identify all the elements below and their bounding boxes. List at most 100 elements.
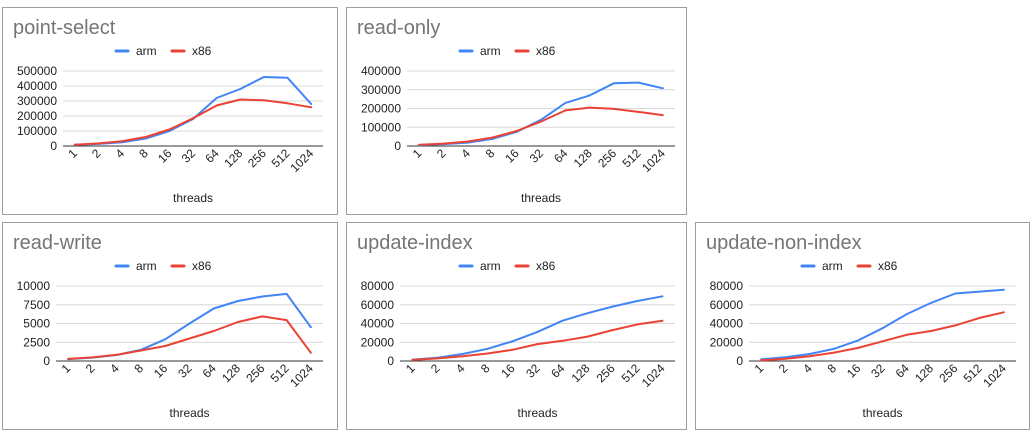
data-point-arm: [954, 292, 957, 295]
data-point-x86: [905, 333, 908, 336]
data-point-x86: [73, 143, 76, 146]
series-line-arm: [68, 292, 312, 361]
series-line-x86: [412, 319, 663, 361]
chart-title: update-index: [357, 232, 473, 254]
y-tick-label: 5000: [23, 317, 50, 331]
series-line-x86: [761, 311, 1005, 362]
series-line-arm: [419, 81, 664, 147]
data-point-arm: [164, 338, 167, 341]
data-point-x86: [309, 351, 312, 354]
legend-label-x86: x86: [536, 44, 556, 58]
chart-panel-update-index: update-index arm x86 0 20000 40000 60000 80000 1…: [346, 222, 687, 430]
x-tick-label: 4: [458, 146, 473, 161]
data-point-arm: [564, 101, 567, 104]
x-tick-label: 1024: [639, 146, 668, 175]
data-point-arm: [808, 352, 811, 355]
y-tick-label: 80000: [361, 279, 395, 293]
y-tick-label: 300000: [361, 83, 401, 97]
data-point-x86: [586, 335, 589, 338]
data-point-x86: [561, 339, 564, 342]
data-point-x86: [192, 117, 194, 120]
chart-svg: read-write arm x86 0 2500 5000 7500 10000 1 2 4 8 16…: [13, 232, 323, 420]
data-point-x86: [978, 316, 981, 319]
x-tick-label: 64: [893, 361, 913, 381]
y-tick-label: 300000: [17, 94, 57, 108]
x-axis-label: threads: [517, 406, 557, 420]
data-point-x86: [808, 355, 811, 358]
x-tick-label: 256: [594, 361, 618, 385]
x-tick-label: 1024: [639, 361, 668, 390]
x-tick-label: 64: [548, 361, 568, 381]
y-tick-label: 400000: [17, 79, 57, 93]
data-point-x86: [491, 136, 494, 139]
y-tick-label: 60000: [710, 298, 744, 312]
data-point-x86: [637, 110, 640, 113]
data-point-arm: [832, 347, 835, 350]
series-line-arm: [74, 76, 312, 146]
data-point-x86: [168, 128, 171, 131]
y-tick-label: 0: [43, 354, 50, 368]
data-point-arm: [661, 295, 664, 298]
legend-label-x86: x86: [536, 259, 556, 273]
data-point-x86: [115, 353, 118, 356]
y-tick-label: 100000: [17, 124, 57, 138]
data-point-x86: [261, 315, 264, 318]
x-axis-label: threads: [862, 406, 902, 420]
legend-label-arm: arm: [822, 259, 843, 273]
y-tick-label: 10000: [17, 279, 51, 293]
data-point-arm: [1002, 288, 1005, 291]
data-point-x86: [832, 351, 835, 354]
y-tick-label: 40000: [710, 317, 744, 331]
x-tick-label: 16: [151, 361, 171, 381]
chart-panel-read-write: read-write arm x86 0 2500 5000 7500 10000 1 2 4 8 16…: [2, 222, 338, 430]
x-tick-label: 128: [569, 361, 593, 385]
data-point-arm: [637, 81, 640, 84]
x-tick-label: 16: [155, 146, 175, 166]
data-point-arm: [613, 82, 616, 85]
data-point-x86: [239, 98, 242, 101]
data-point-x86: [636, 323, 639, 326]
x-tick-label: 8: [131, 361, 146, 376]
x-tick-label: 4: [800, 361, 815, 376]
series-line-x86: [74, 98, 312, 146]
x-tick-label: 2: [89, 146, 104, 161]
x-tick-label: 256: [245, 146, 269, 170]
x-axis-label: threads: [169, 406, 209, 420]
data-point-x86: [262, 99, 265, 102]
data-point-x86: [144, 136, 147, 138]
y-tick-label: 2500: [23, 335, 50, 349]
data-point-arm: [905, 313, 908, 316]
x-tick-label: 128: [219, 361, 243, 385]
x-tick-label: 32: [175, 361, 195, 381]
data-point-arm: [261, 295, 264, 298]
data-point-arm: [239, 88, 242, 90]
chart-title: read-write: [13, 232, 102, 254]
x-tick-label: 8: [483, 146, 498, 161]
x-tick-label: 128: [571, 146, 595, 170]
x-tick-label: 16: [498, 361, 518, 381]
x-tick-label: 1024: [288, 146, 317, 175]
data-point-x86: [188, 337, 191, 340]
x-tick-label: 2: [776, 361, 791, 376]
y-tick-label: 80000: [710, 279, 744, 293]
data-point-arm: [588, 94, 591, 97]
data-point-arm: [540, 118, 542, 121]
data-point-arm: [486, 347, 489, 350]
x-tick-label: 1: [65, 146, 80, 161]
data-point-x86: [564, 109, 567, 112]
data-point-arm: [586, 312, 589, 315]
data-point-x86: [760, 359, 763, 362]
x-tick-label: 256: [595, 146, 619, 170]
data-point-x86: [515, 130, 518, 132]
y-tick-label: 0: [394, 139, 401, 153]
chart-title: update-non-index: [706, 232, 862, 254]
data-point-x86: [784, 357, 787, 360]
x-tick-label: 128: [221, 146, 245, 170]
data-point-arm: [215, 97, 218, 99]
y-tick-label: 20000: [361, 335, 395, 349]
data-point-x86: [611, 329, 614, 332]
x-tick-label: 1024: [980, 361, 1009, 390]
x-tick-label: 32: [868, 361, 888, 381]
data-point-arm: [536, 330, 539, 333]
chart-panel-point-select: point-select arm x86 0 100000 200000 300000 400…: [2, 7, 338, 215]
